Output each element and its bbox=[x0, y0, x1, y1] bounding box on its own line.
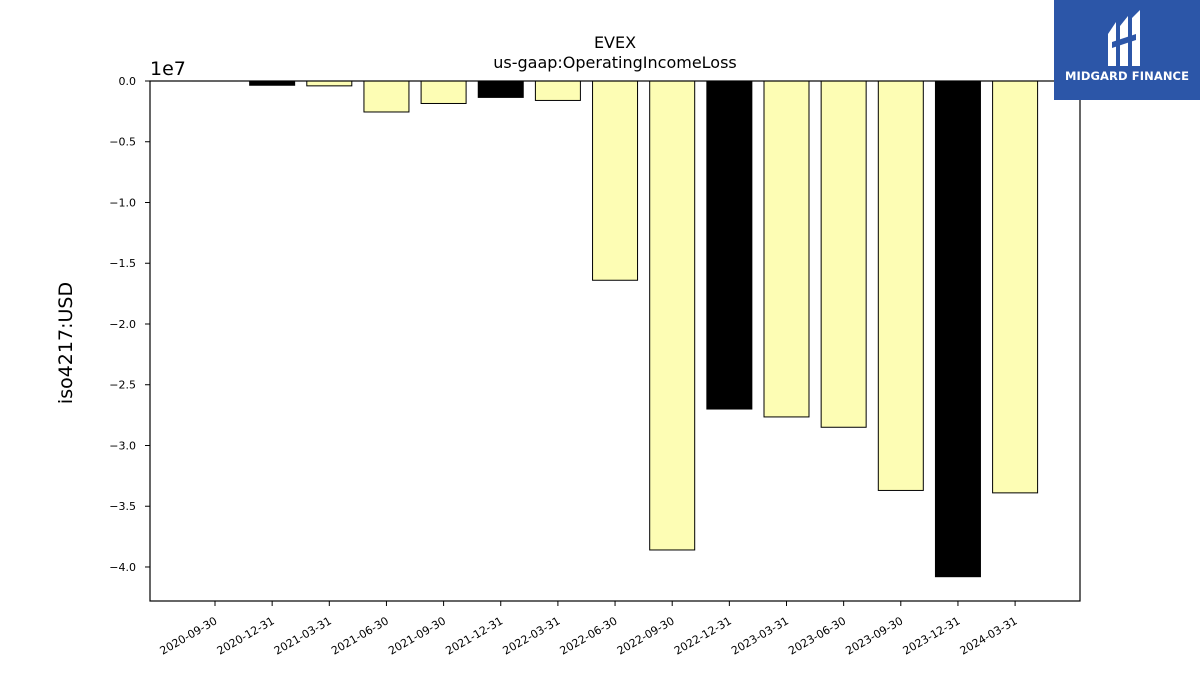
y-tick-label: −1.5 bbox=[109, 257, 136, 270]
bar bbox=[934, 80, 981, 578]
bar bbox=[592, 80, 639, 281]
x-tick-label: 2020-09-30 bbox=[158, 614, 220, 657]
x-tick-label: 2023-06-30 bbox=[786, 614, 848, 657]
chart-subtitle: us-gaap:OperatingIncomeLoss bbox=[493, 53, 737, 72]
bar bbox=[306, 80, 353, 87]
bar bbox=[649, 80, 696, 551]
y-tick-label: −2.5 bbox=[109, 379, 136, 392]
midgard-finance-logo: MIDGARD FINANCE bbox=[1054, 0, 1200, 100]
chart-title: EVEX bbox=[594, 33, 636, 52]
bar bbox=[363, 80, 410, 113]
x-tick-label: 2021-03-31 bbox=[272, 614, 334, 657]
x-tick-label: 2022-06-30 bbox=[558, 614, 620, 657]
y-tick-label: −2.0 bbox=[109, 318, 136, 331]
x-tick-label: 2024-03-31 bbox=[958, 614, 1020, 657]
x-tick-label: 2023-12-31 bbox=[901, 614, 963, 657]
y-tick-label: −3.0 bbox=[109, 439, 136, 452]
y-tick-label: −0.5 bbox=[109, 136, 136, 149]
x-tick-label: 2021-06-30 bbox=[329, 614, 391, 657]
x-tick-label: 2022-12-31 bbox=[672, 614, 734, 657]
bar bbox=[249, 80, 296, 86]
x-tick-label: 2021-09-30 bbox=[386, 614, 448, 657]
bar bbox=[706, 80, 753, 410]
y-axis-label: iso4217:USD bbox=[55, 282, 77, 404]
x-tick-label: 2020-12-31 bbox=[215, 614, 277, 657]
plot-area: 0.0 −0.5 −1.0 −1.5 −2.0 −2.5 −3.0 −3.5 −4.0 2020-… bbox=[109, 75, 1081, 658]
y-axis-offset-label: 1e7 bbox=[150, 58, 186, 80]
bar bbox=[992, 80, 1039, 494]
bar bbox=[820, 80, 867, 428]
y-tick-label: −1.0 bbox=[109, 196, 136, 209]
bar bbox=[763, 80, 810, 418]
bar bbox=[877, 80, 924, 491]
x-tick-label: 2023-03-31 bbox=[729, 614, 791, 657]
y-tick-label: −3.5 bbox=[109, 500, 136, 513]
y-tick-label: −4.0 bbox=[109, 561, 136, 574]
bar bbox=[477, 80, 524, 98]
x-tick-label: 2021-12-31 bbox=[443, 614, 505, 657]
x-tick-label: 2023-09-30 bbox=[843, 614, 905, 657]
x-tick-label: 2022-09-30 bbox=[615, 614, 677, 657]
bar bbox=[420, 80, 467, 104]
brand-name: MIDGARD FINANCE bbox=[1064, 69, 1190, 83]
x-tick-label: 2022-03-31 bbox=[501, 614, 563, 657]
bar bbox=[534, 80, 581, 101]
midgard-logo-icon bbox=[1102, 8, 1152, 72]
y-tick-label: 0.0 bbox=[119, 75, 137, 88]
